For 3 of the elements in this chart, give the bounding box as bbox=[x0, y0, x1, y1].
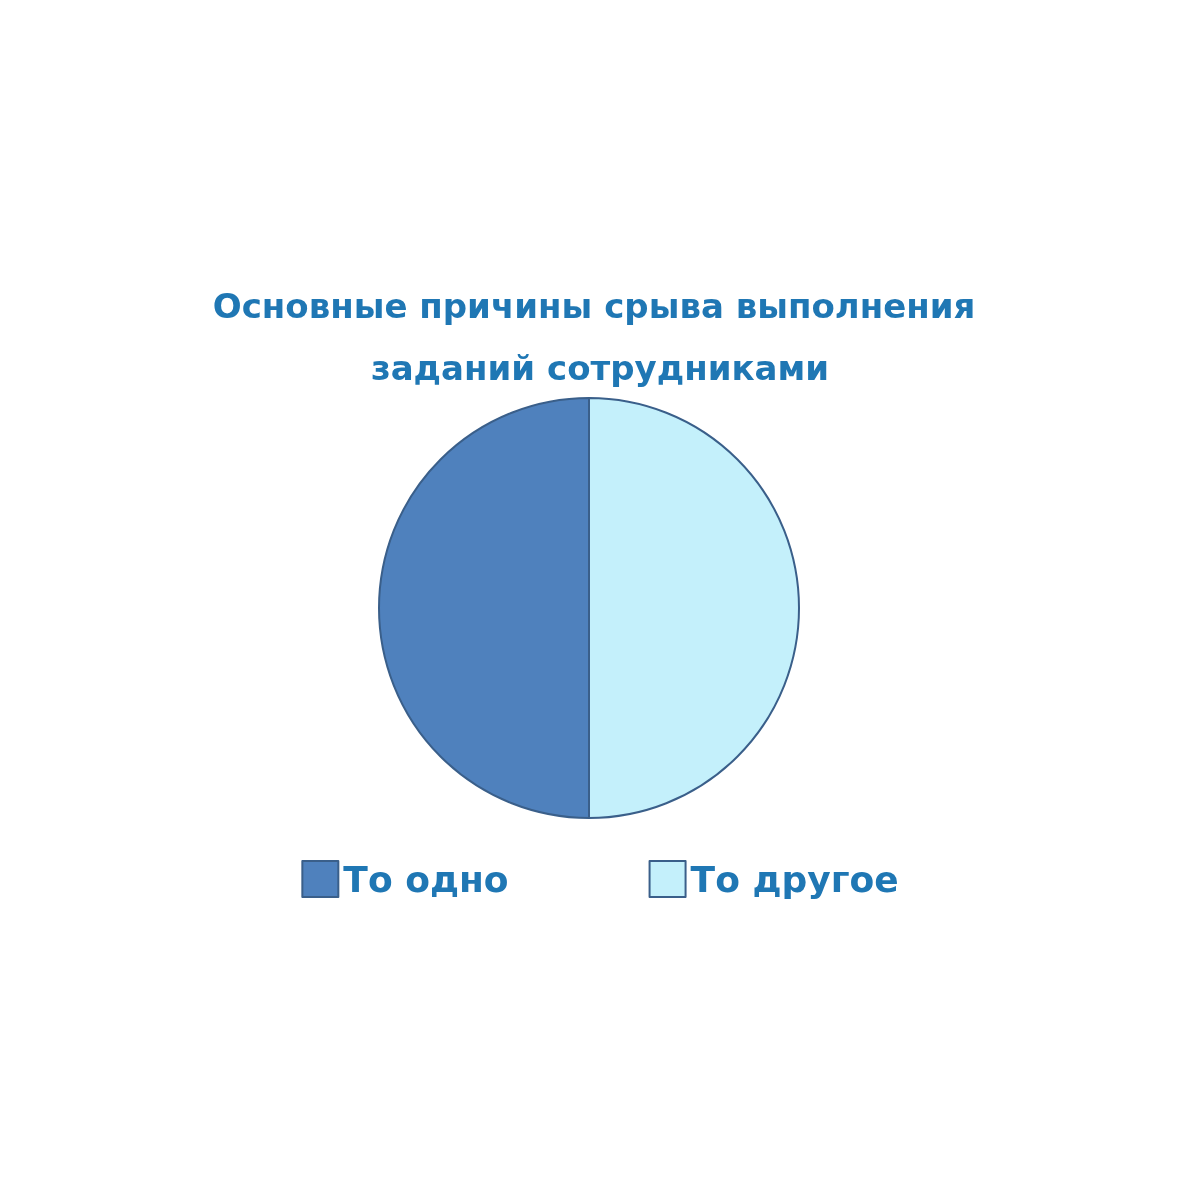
legend-label: То другое bbox=[690, 858, 899, 900]
chart-title: Основные причины срыва выполнения заданий сотрудниками bbox=[212, 286, 988, 388]
legend-label: То одно bbox=[343, 858, 509, 900]
